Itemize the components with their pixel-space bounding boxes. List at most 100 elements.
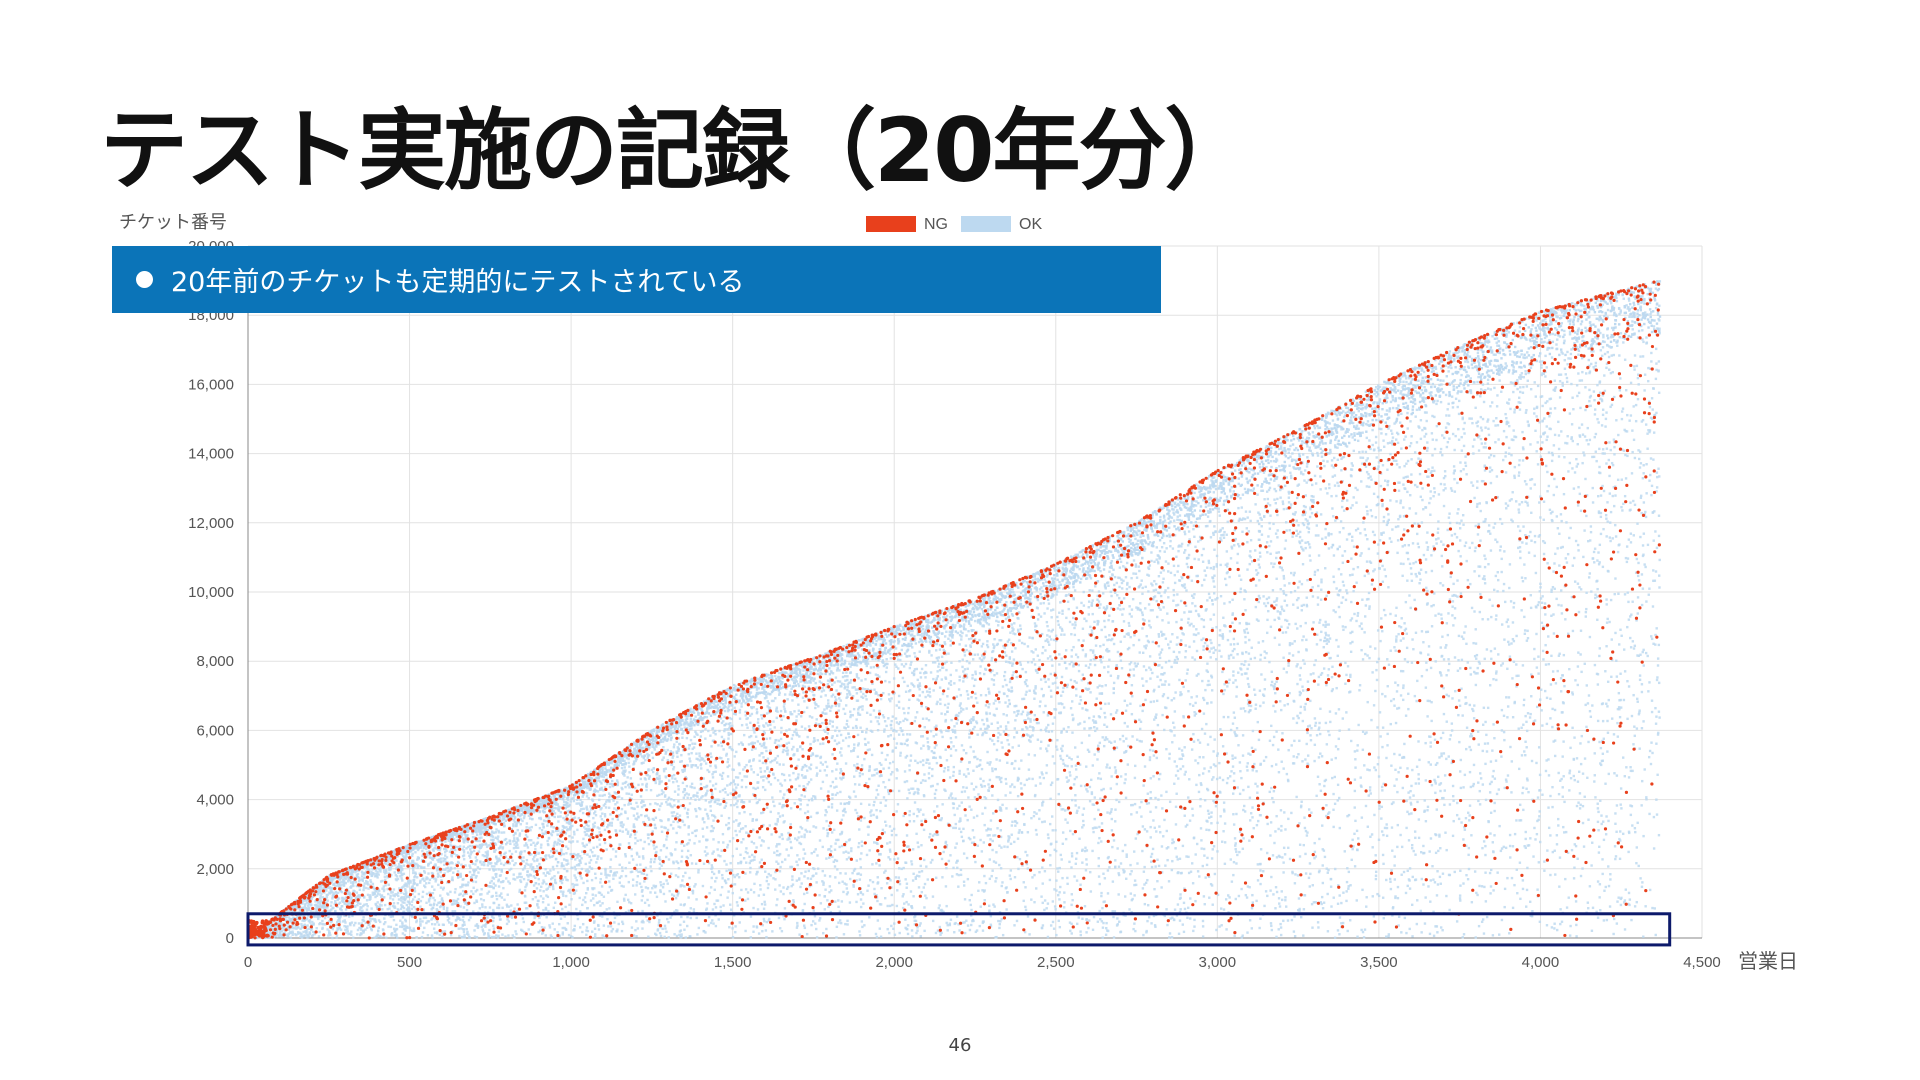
ok-point [1296, 663, 1299, 666]
ok-point [410, 900, 414, 903]
ok-point [1163, 550, 1166, 553]
ok-point [1309, 734, 1312, 737]
ok-point [1122, 868, 1125, 872]
ok-point [1324, 721, 1328, 725]
ok-point [704, 737, 707, 740]
ok-point [1328, 486, 1331, 490]
ok-point [1637, 449, 1640, 452]
ok-point [1589, 308, 1592, 311]
ok-point [875, 935, 879, 939]
ok-point [1424, 558, 1428, 561]
ok-point [553, 812, 557, 815]
ok-point [1377, 502, 1380, 506]
ok-point [413, 929, 416, 932]
ok-point [964, 814, 967, 817]
ok-point [1639, 535, 1642, 539]
ok-point [673, 804, 676, 807]
ok-point [1582, 451, 1585, 454]
ok-point [1046, 607, 1049, 610]
ok-point [1377, 543, 1380, 546]
ok-point [953, 813, 956, 817]
ok-point [1555, 343, 1558, 346]
ok-point [608, 821, 612, 825]
ok-point [310, 895, 314, 899]
ok-point [527, 878, 530, 882]
ok-point [1023, 579, 1026, 583]
ok-point [1079, 695, 1082, 698]
ok-point [521, 868, 525, 871]
ok-point [1343, 850, 1346, 853]
ok-point [1198, 755, 1201, 759]
ok-point [672, 766, 676, 769]
ok-point [559, 832, 562, 835]
ok-point [1613, 845, 1617, 848]
ok-point [1565, 309, 1568, 312]
ok-point [1620, 807, 1623, 810]
ok-point [1607, 355, 1611, 359]
ok-point [1352, 590, 1355, 593]
ok-point [1116, 917, 1119, 920]
ok-point [1430, 569, 1434, 573]
ok-point [1143, 645, 1146, 648]
ok-point [1120, 667, 1124, 670]
ok-point [1313, 426, 1317, 430]
ok-point [552, 887, 555, 891]
ok-point [399, 875, 402, 878]
ok-point [1467, 811, 1470, 814]
ok-point [723, 704, 726, 708]
ok-point [1285, 619, 1289, 623]
ok-point [1273, 682, 1277, 686]
ok-point [410, 854, 414, 858]
ok-point [1301, 563, 1305, 566]
ok-point [1186, 525, 1189, 529]
ok-point [1011, 662, 1015, 665]
ok-point [1559, 779, 1562, 782]
ok-point [1518, 861, 1522, 864]
ok-point [806, 810, 810, 813]
ok-point [538, 921, 541, 925]
ok-point [872, 665, 876, 669]
ok-point [366, 893, 370, 897]
ok-point [1232, 772, 1236, 775]
ok-point [876, 720, 879, 723]
ok-point [846, 923, 849, 926]
ok-point [920, 632, 924, 635]
ok-point [1464, 816, 1468, 820]
ok-point [1171, 547, 1175, 550]
ok-point [1346, 665, 1350, 668]
ok-point [904, 631, 908, 634]
ok-point [575, 864, 579, 867]
ok-point [1096, 594, 1099, 598]
ok-point [1570, 382, 1573, 386]
ok-point [1601, 484, 1604, 488]
ok-point [1405, 377, 1408, 380]
ok-point [944, 676, 947, 679]
ok-point [1215, 625, 1218, 629]
ok-point [896, 658, 900, 661]
ok-point [583, 896, 587, 899]
ok-point [962, 680, 965, 683]
ok-point [1201, 679, 1204, 683]
ok-point [594, 767, 598, 771]
ok-point [1379, 639, 1382, 643]
ok-point [1041, 820, 1044, 824]
ok-point [635, 818, 639, 821]
ok-point [1643, 563, 1646, 566]
ok-point [1517, 525, 1520, 528]
ok-point [704, 808, 707, 811]
ok-point [1115, 709, 1119, 712]
ok-point [1419, 395, 1422, 398]
ok-point [1338, 531, 1342, 534]
ok-point [1258, 566, 1261, 569]
ok-point [689, 916, 692, 920]
ok-point [846, 891, 850, 894]
ok-point [573, 833, 576, 836]
ok-point [538, 929, 542, 932]
ok-point [647, 842, 651, 846]
ok-point [967, 697, 970, 700]
ok-point [1578, 492, 1582, 496]
ok-point [712, 850, 715, 853]
ok-point [1552, 740, 1555, 743]
ok-point [703, 759, 706, 763]
ok-point [904, 878, 907, 881]
